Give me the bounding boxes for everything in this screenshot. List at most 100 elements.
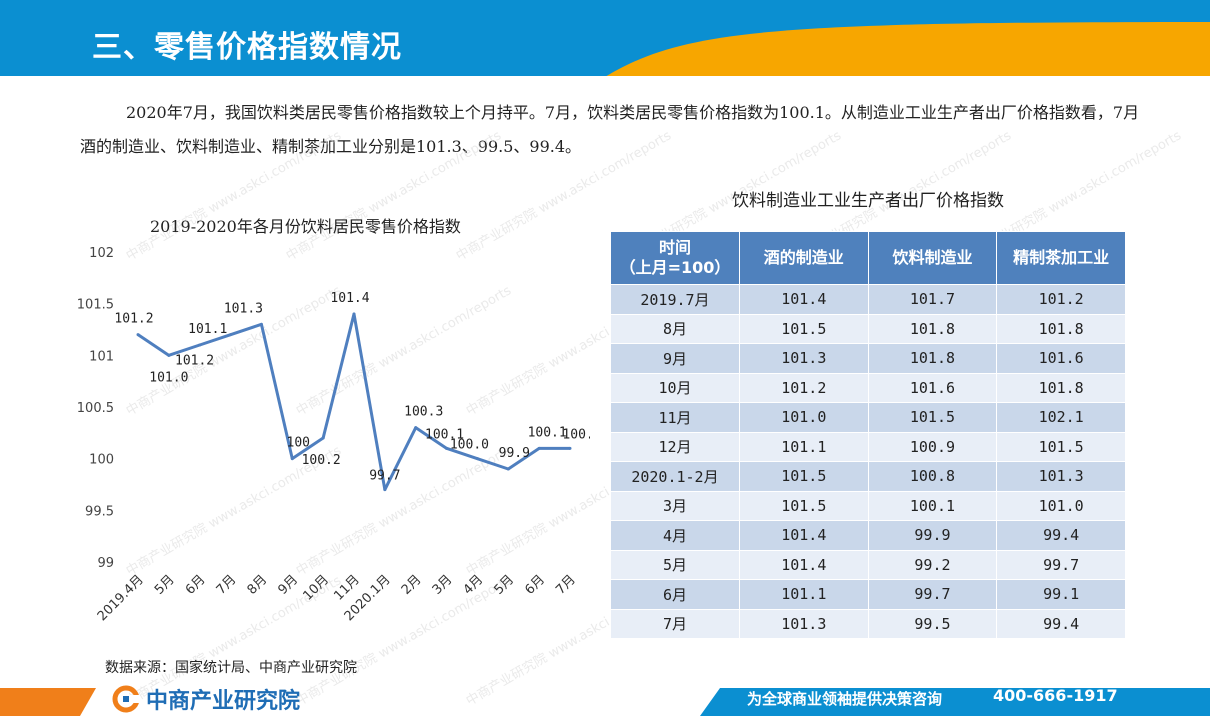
- retail-price-line-chart: 9999.5100100.5101101.5102101.2101.0101.1…: [77, 246, 590, 624]
- table-title: 饮料制造业工业生产者出厂价格指数: [732, 191, 1004, 211]
- cell-liquor: 101.3: [738, 608, 869, 639]
- data-point: [445, 446, 449, 450]
- data-point: [198, 343, 202, 347]
- cell-liquor: 101.5: [738, 461, 869, 492]
- data-label: 99.9: [499, 446, 530, 461]
- cell-tea: 101.0: [996, 490, 1126, 521]
- cell-beverage: 101.8: [867, 313, 998, 344]
- cell-tea: 101.8: [996, 372, 1126, 403]
- x-tick-label: 7月: [553, 572, 579, 598]
- table-row: 2019.7月 101.4 101.7 101.2: [610, 284, 1126, 315]
- cell-time: 9月: [610, 343, 740, 374]
- table-row: 11月 101.0 101.5 102.1: [610, 402, 1126, 433]
- cell-liquor: 101.0: [738, 402, 869, 433]
- data-point: [383, 488, 387, 492]
- cell-beverage: 100.8: [867, 461, 998, 492]
- data-point: [259, 322, 263, 326]
- cell-time: 6月: [610, 579, 740, 610]
- table-body: 2019.7月 101.4 101.7 101.2 8月 101.5 101.8 101.8 9…: [610, 284, 1126, 639]
- data-label: 100.1: [425, 427, 464, 442]
- cell-liquor: 101.4: [738, 284, 869, 315]
- cell-tea: 101.3: [996, 461, 1126, 492]
- header-time-base: （上月=100）: [619, 258, 731, 277]
- data-point: [167, 353, 171, 357]
- cell-tea: 99.1: [996, 579, 1126, 610]
- data-point: [229, 333, 233, 337]
- data-label: 100.0: [450, 438, 489, 453]
- cell-beverage: 100.1: [867, 490, 998, 521]
- data-point: [136, 333, 140, 337]
- data-label: 100.3: [404, 405, 443, 420]
- y-tick-label: 101.5: [77, 298, 114, 313]
- data-point: [537, 446, 541, 450]
- table-row: 5月 101.4 99.2 99.7: [610, 549, 1126, 580]
- data-label: 101.2: [114, 312, 153, 327]
- cell-time: 11月: [610, 402, 740, 433]
- data-point: [506, 467, 510, 471]
- cell-beverage: 101.8: [867, 343, 998, 374]
- cell-beverage: 101.5: [867, 402, 998, 433]
- table-row: 2020.1-2月 101.5 100.8 101.3: [610, 461, 1126, 492]
- x-tick-label: 7月: [214, 572, 240, 598]
- cell-beverage: 99.7: [867, 579, 998, 610]
- y-tick-label: 99: [97, 556, 114, 571]
- cell-liquor: 101.2: [738, 372, 869, 403]
- cell-liquor: 101.1: [738, 431, 869, 462]
- cell-liquor: 101.5: [738, 313, 869, 344]
- x-tick-label: 2月: [399, 572, 425, 598]
- cell-tea: 101.2: [996, 284, 1126, 315]
- data-label: 100: [287, 436, 310, 451]
- data-label: 101.1: [188, 322, 227, 337]
- y-tick-label: 102: [89, 246, 114, 261]
- data-label: 101.4: [330, 291, 369, 306]
- cell-tea: 99.4: [996, 520, 1126, 551]
- footer-phone: 400-666-1917: [993, 686, 1118, 705]
- cell-tea: 101.8: [996, 313, 1126, 344]
- x-tick-label: 5月: [491, 572, 517, 598]
- data-label: 101.2: [175, 354, 214, 369]
- cell-tea: 101.6: [996, 343, 1126, 374]
- x-tick-label: 5月: [152, 572, 178, 598]
- cell-beverage: 101.6: [867, 372, 998, 403]
- cell-beverage: 101.7: [867, 284, 998, 315]
- x-tick-label: 6月: [522, 572, 548, 598]
- cell-time: 10月: [610, 372, 740, 403]
- data-point: [414, 426, 418, 430]
- data-point: [321, 436, 325, 440]
- x-tick-label: 3月: [430, 572, 456, 598]
- table-header-row: 时间 （上月=100） 酒的制造业 饮料制造业 精制茶加工业: [610, 231, 1126, 285]
- footer-slogan: 为全球商业领袖提供决策咨询: [747, 690, 943, 708]
- cell-tea: 99.7: [996, 549, 1126, 580]
- data-source: 数据来源：国家统计局、中商产业研究院: [105, 660, 357, 676]
- data-point: [290, 457, 294, 461]
- x-tick-label: 10月: [300, 572, 331, 603]
- header-beverage: 饮料制造业: [867, 231, 998, 285]
- cell-time: 2020.1-2月: [610, 461, 740, 492]
- y-tick-label: 100: [89, 453, 114, 468]
- logo-text: 中商产业研究院: [146, 689, 301, 714]
- cell-beverage: 99.9: [867, 520, 998, 551]
- data-label: 101.3: [224, 301, 263, 316]
- series-line: [137, 312, 570, 492]
- logo-icon: [112, 685, 140, 713]
- cell-liquor: 101.5: [738, 490, 869, 521]
- cell-time: 12月: [610, 431, 740, 462]
- table-row: 7月 101.3 99.5 99.4: [610, 608, 1126, 639]
- intro-text: 2020年7月，我国饮料类居民零售价格指数较上个月持平。7月，饮料类居民零售价格…: [80, 103, 1140, 156]
- cell-time: 8月: [610, 313, 740, 344]
- data-label: 100.2: [302, 453, 341, 468]
- x-tick-label: 9月: [275, 572, 301, 598]
- x-tick-label: 4月: [461, 572, 487, 598]
- data-label: 101.0: [149, 370, 188, 385]
- data-label: 99.7: [369, 469, 400, 484]
- cell-liquor: 101.4: [738, 520, 869, 551]
- price-index-table: 时间 （上月=100） 酒的制造业 饮料制造业 精制茶加工业 2019.7月 10…: [610, 231, 1126, 639]
- header-liquor: 酒的制造业: [738, 231, 869, 285]
- data-point: [475, 457, 479, 461]
- y-tick-label: 99.5: [85, 504, 114, 519]
- header-banner: 三、零售价格指数情况: [0, 0, 1210, 80]
- cell-time: 5月: [610, 549, 740, 580]
- cell-beverage: 99.2: [867, 549, 998, 580]
- table-row: 12月 101.1 100.9 101.5: [610, 431, 1126, 462]
- header-background: [0, 0, 1210, 80]
